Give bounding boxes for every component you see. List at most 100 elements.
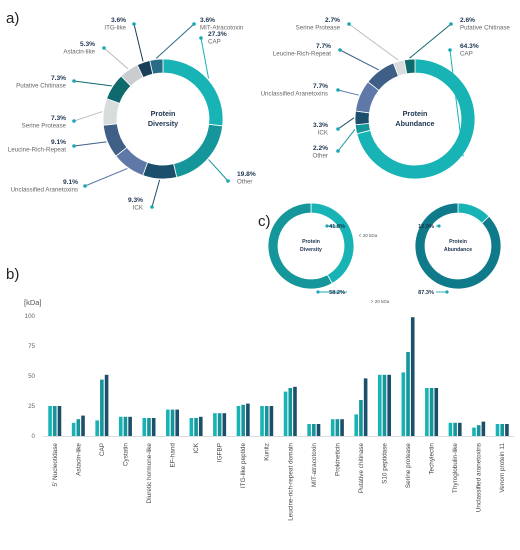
slice-label-leucine-rich-repeat: Leucine-Rich-Repeat [8, 147, 66, 154]
x-tick-label-cap: CAP [99, 443, 106, 456]
bar-group-leucine-rich-repeat-domain: Leucine-rich-repeat domain [283, 386, 297, 521]
y-axis-unit: [kDa] [24, 298, 42, 307]
bar-ef-hand-0 [166, 409, 170, 436]
bar-igfbp-0 [213, 413, 217, 436]
bar-venom-protein-11-0 [495, 424, 500, 436]
bar-cap-1 [100, 379, 104, 436]
bar-diuretic-hormone-like-1 [147, 418, 151, 436]
slice-label-astacin-like: Astacin-like [63, 49, 95, 56]
slice-percent-cap: 27.3% [208, 31, 227, 38]
leader-line [73, 141, 107, 147]
leader-dot [449, 22, 453, 26]
note-below-20kda: < 20 kDa [359, 233, 378, 238]
bar-unclassified-aranetoxins-1 [476, 425, 481, 436]
leader-dot [325, 224, 329, 228]
bar-group-itg-like-peptide: ITG-like peptide [236, 403, 250, 488]
x-tick-label-unclassified-aranetoxins: Unclassified aranetoxins [476, 443, 483, 512]
bar-ick-0 [189, 418, 194, 436]
slice-percent-leucine-rich-repeat: 9.1% [51, 139, 66, 146]
bar-prokineticin-2 [340, 419, 344, 436]
leader-line [103, 47, 129, 70]
slice-percent-ick: 3.3% [313, 122, 328, 129]
bar-venom-protein-11-2 [505, 424, 509, 436]
bar-mit-atracotoxin-2 [316, 424, 321, 436]
donut-slice-58-2 [267, 202, 333, 290]
x-tick-label-leucine-rich-repeat-domain: Leucine-rich-repeat domain [287, 443, 294, 521]
bar-astacin-like-0 [71, 422, 76, 436]
slice-label-unclassified-aranetoxins: Unclassified Aranetoxins [261, 91, 328, 98]
bar-group-igfbp: IGFBP [213, 413, 227, 462]
leader-line [133, 23, 144, 62]
slice-label-ick: ICK [133, 205, 144, 212]
bar-techylectin-0 [425, 388, 429, 436]
slice-percent-cap: 64.3% [460, 43, 479, 50]
leader-line [200, 37, 210, 79]
donut-charts-c: Protein Diversity 41.8% 58.2% Protein Abundan… [267, 202, 502, 304]
bar-group-unclassified-aranetoxins: Unclassified aranetoxins [472, 421, 486, 512]
x-tick-label-mit-atracotoxin: MIT-atracotoxin [311, 443, 318, 487]
donut-center-label: Protein [302, 239, 320, 245]
slice-percent-serine-protease: 2.7% [325, 17, 340, 24]
bar-ick-1 [194, 418, 198, 436]
bar-leucine-rich-repeat-domain-1 [288, 388, 293, 436]
y-tick-label: 0 [32, 433, 36, 440]
slice-percent-serine-protease: 7.3% [51, 115, 66, 122]
slice-label-putative-chitinase: Putative Chitinase [16, 83, 66, 90]
donut-center-label: Protein [403, 109, 428, 118]
bar-kunitz-2 [269, 406, 274, 436]
bar-diuretic-hormone-like-0 [142, 418, 147, 436]
leader-line [155, 23, 195, 59]
slice-percent-ick: 9.3% [128, 197, 143, 204]
donut-chart-c-abundance: Protein Abundance 12.9% 87.3% [414, 202, 502, 296]
bar-leucine-rich-repeat-domain-0 [283, 391, 288, 436]
x-tick-label-ef-hand: EF-hand [170, 443, 177, 468]
leader-dot [83, 184, 87, 188]
leader-dot [72, 79, 76, 83]
slice-label-cap: CAP [460, 51, 473, 58]
slice-percent-unclassified-aranetoxins: 7.7% [313, 83, 328, 90]
x-tick-label-igfbp: IGFBP [217, 443, 224, 462]
x-tick-label-5-nucleotidase: 5' Nucleotidase [52, 443, 59, 487]
bar-diuretic-hormone-like-2 [151, 418, 156, 436]
bar-cystatin-1 [123, 416, 128, 436]
bar-putative-chitinase-2 [363, 378, 368, 436]
panel-label-c: c) [258, 213, 271, 230]
bar-serine-protease-0 [401, 372, 406, 436]
leader-dot [448, 48, 452, 52]
donut-center-label: Abundance [395, 119, 434, 128]
x-tick-label-kunitz: Kunitz [264, 443, 271, 461]
leader-line [348, 23, 399, 61]
donut-slice-12-9 [457, 202, 490, 224]
leader-dot [347, 22, 351, 26]
slice-percent-c: 87.3% [418, 290, 434, 296]
slice-label-ick: ICK [318, 130, 329, 137]
bar-prokineticin-0 [330, 419, 335, 436]
donut-slice-87-3 [414, 202, 502, 290]
bar-cystatin-0 [118, 416, 123, 436]
donut-center-label: Protein [151, 109, 176, 118]
slice-percent-leucine-rich-repeat: 7.7% [316, 43, 331, 50]
leader-dot [72, 119, 76, 123]
bar-s10-peptidase-1 [382, 374, 387, 436]
bar-thyroglobulin-like-0 [448, 422, 453, 436]
leader-dot [150, 205, 154, 209]
leader-line [73, 111, 103, 122]
slice-label-serine-protease: Serine Protease [22, 123, 67, 130]
leader-dot [336, 88, 340, 92]
bar-mit-atracotoxin-0 [307, 424, 311, 436]
donut-slice-putative-chitinase [403, 58, 416, 75]
x-tick-label-diuretic-hormone-like: Diuretic hormone-like [146, 443, 153, 504]
bar-group-ick: ICK [189, 416, 203, 454]
panel-label-b: b) [6, 266, 19, 283]
x-tick-label-putative-chitinase: Putative chitinase [358, 443, 365, 494]
y-tick-label: 75 [28, 343, 35, 350]
donut-center-label: Diversity [300, 247, 322, 253]
donut-slice-mit-atracotoxin [149, 58, 164, 75]
leader-line [208, 159, 229, 182]
leader-dot [336, 149, 340, 153]
leader-dot [338, 48, 342, 52]
leader-dot [226, 179, 230, 183]
slice-percent-unclassified-aranetoxins: 9.1% [63, 179, 78, 186]
bar-group-kunitz: Kunitz [260, 406, 274, 461]
